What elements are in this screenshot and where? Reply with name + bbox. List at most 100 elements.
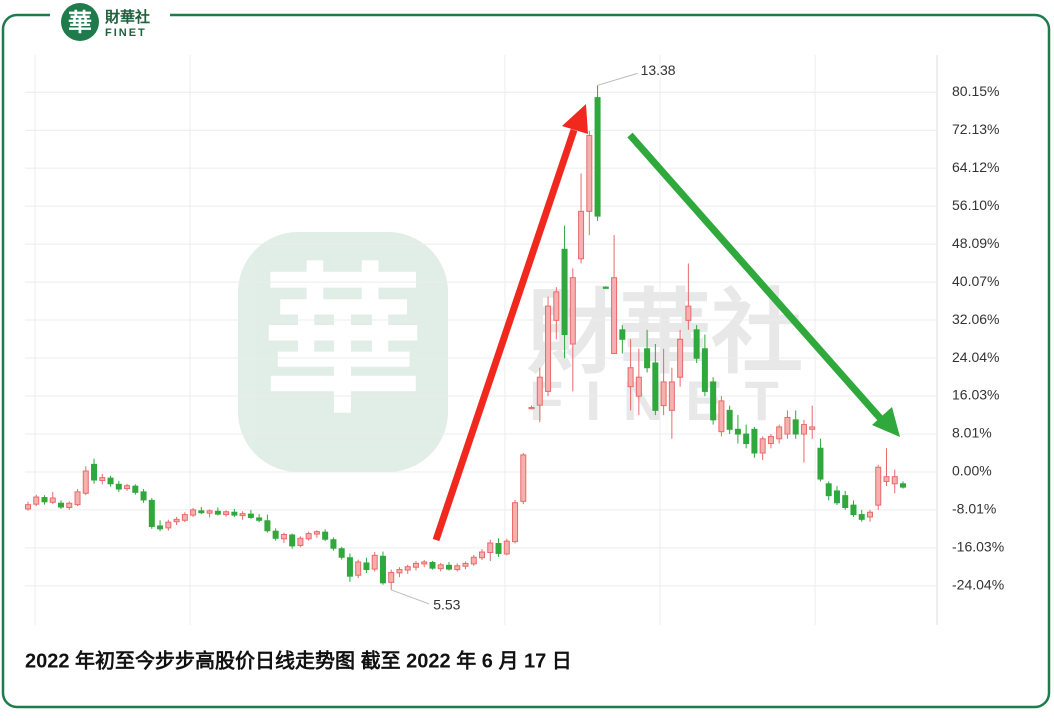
candle-body [858, 514, 865, 520]
candle-body [124, 485, 131, 490]
candle-body [74, 491, 81, 506]
rise-arrow-shaft [432, 128, 578, 542]
candle-body [586, 135, 593, 212]
candle-body [264, 520, 271, 532]
caption: 2022 年初至今步步高股价日线走势图 截至 2022 年 6 月 17 日 [25, 648, 572, 672]
rise-arrow-head [562, 104, 588, 134]
candle-body [891, 476, 898, 485]
candle-body [239, 513, 246, 517]
candle-body [553, 291, 560, 321]
candle-body [437, 564, 444, 570]
y-tick-label: 64.12% [952, 159, 999, 175]
candle-body [710, 381, 717, 421]
candle-body [404, 566, 411, 571]
max-label: 13.38 [641, 62, 676, 78]
candle-body [545, 305, 552, 392]
candle-body [454, 565, 461, 571]
arrows [432, 104, 900, 542]
candle-body [206, 510, 213, 514]
candle-body [322, 531, 329, 540]
candle-body [743, 433, 750, 445]
candle-body [363, 562, 370, 571]
max-leader [597, 72, 638, 86]
candle-body [272, 530, 279, 539]
candle-body [470, 556, 477, 565]
candle-body [107, 477, 114, 485]
candle-body [33, 496, 40, 505]
y-tick-label: -16.03% [952, 539, 1004, 555]
candle-body [792, 419, 799, 435]
candle-body [338, 548, 345, 558]
candle-body [569, 277, 576, 345]
candle-body [289, 534, 296, 547]
candle-body [223, 511, 230, 516]
candle-body [346, 557, 353, 577]
frame [1, 13, 1051, 709]
candle-body [421, 561, 428, 565]
candle-body [165, 521, 172, 529]
candle-body [652, 362, 659, 411]
candle-body [594, 97, 601, 217]
candle-body [355, 561, 362, 576]
candle-body [66, 502, 73, 508]
candle-body [850, 504, 857, 516]
candle-body [396, 569, 403, 574]
candle-body [198, 510, 205, 514]
candle-body [520, 454, 527, 502]
y-tick-label: 24.04% [952, 349, 999, 365]
candle-body [800, 424, 807, 435]
candle-body [536, 376, 543, 406]
candle-body [644, 348, 651, 369]
candle-body [371, 554, 378, 570]
candle-body [330, 539, 337, 549]
y-tick-label: 56.10% [952, 197, 999, 213]
candle-body [866, 511, 873, 518]
candles: 13.38 5.53 [25, 62, 906, 613]
y-tick-label: 80.15% [952, 83, 999, 99]
candle-body [214, 510, 221, 515]
candle-body [503, 540, 510, 555]
min-leader [391, 589, 430, 605]
candle-body [842, 495, 849, 508]
candle-body [256, 517, 263, 521]
candle-body [883, 476, 890, 482]
candle-body [388, 571, 395, 583]
candle-body [685, 305, 692, 321]
candle-body [512, 502, 519, 543]
y-tick-label: 8.01% [952, 425, 992, 441]
logo-mark: 華 [68, 9, 92, 36]
fall-arrow-head [872, 407, 900, 437]
candle-body [157, 525, 164, 530]
y-tick-label: 0.00% [952, 463, 992, 479]
candle-body [231, 511, 238, 516]
candle-body [817, 447, 824, 480]
candle-body [619, 329, 626, 340]
candle-body [140, 491, 147, 501]
y-tick-label: 16.03% [952, 387, 999, 403]
candle-body [660, 381, 667, 407]
candle-body [487, 542, 494, 554]
candle-body [611, 277, 618, 355]
candle-body [784, 416, 791, 435]
logo-latin: FINET [105, 27, 147, 39]
candle-body [578, 210, 585, 260]
candle-body [479, 551, 486, 559]
candle-body [900, 483, 906, 488]
candle-body [115, 483, 122, 490]
candle-body [751, 428, 758, 454]
candle-body [602, 286, 609, 289]
candle-body [429, 561, 436, 569]
candle-body [91, 463, 98, 481]
min-label: 5.53 [433, 597, 460, 613]
candle-body [495, 543, 502, 554]
candle-body [635, 376, 642, 397]
candle-body [462, 562, 469, 567]
candle-body [379, 555, 386, 584]
y-tick-label: -24.04% [952, 577, 1004, 593]
candle-body [445, 564, 452, 570]
candle-body [148, 499, 155, 527]
candle-body [41, 497, 48, 503]
candle-body [668, 381, 675, 411]
logo-badge [61, 3, 99, 41]
logo-name: 財華社 [104, 8, 150, 26]
